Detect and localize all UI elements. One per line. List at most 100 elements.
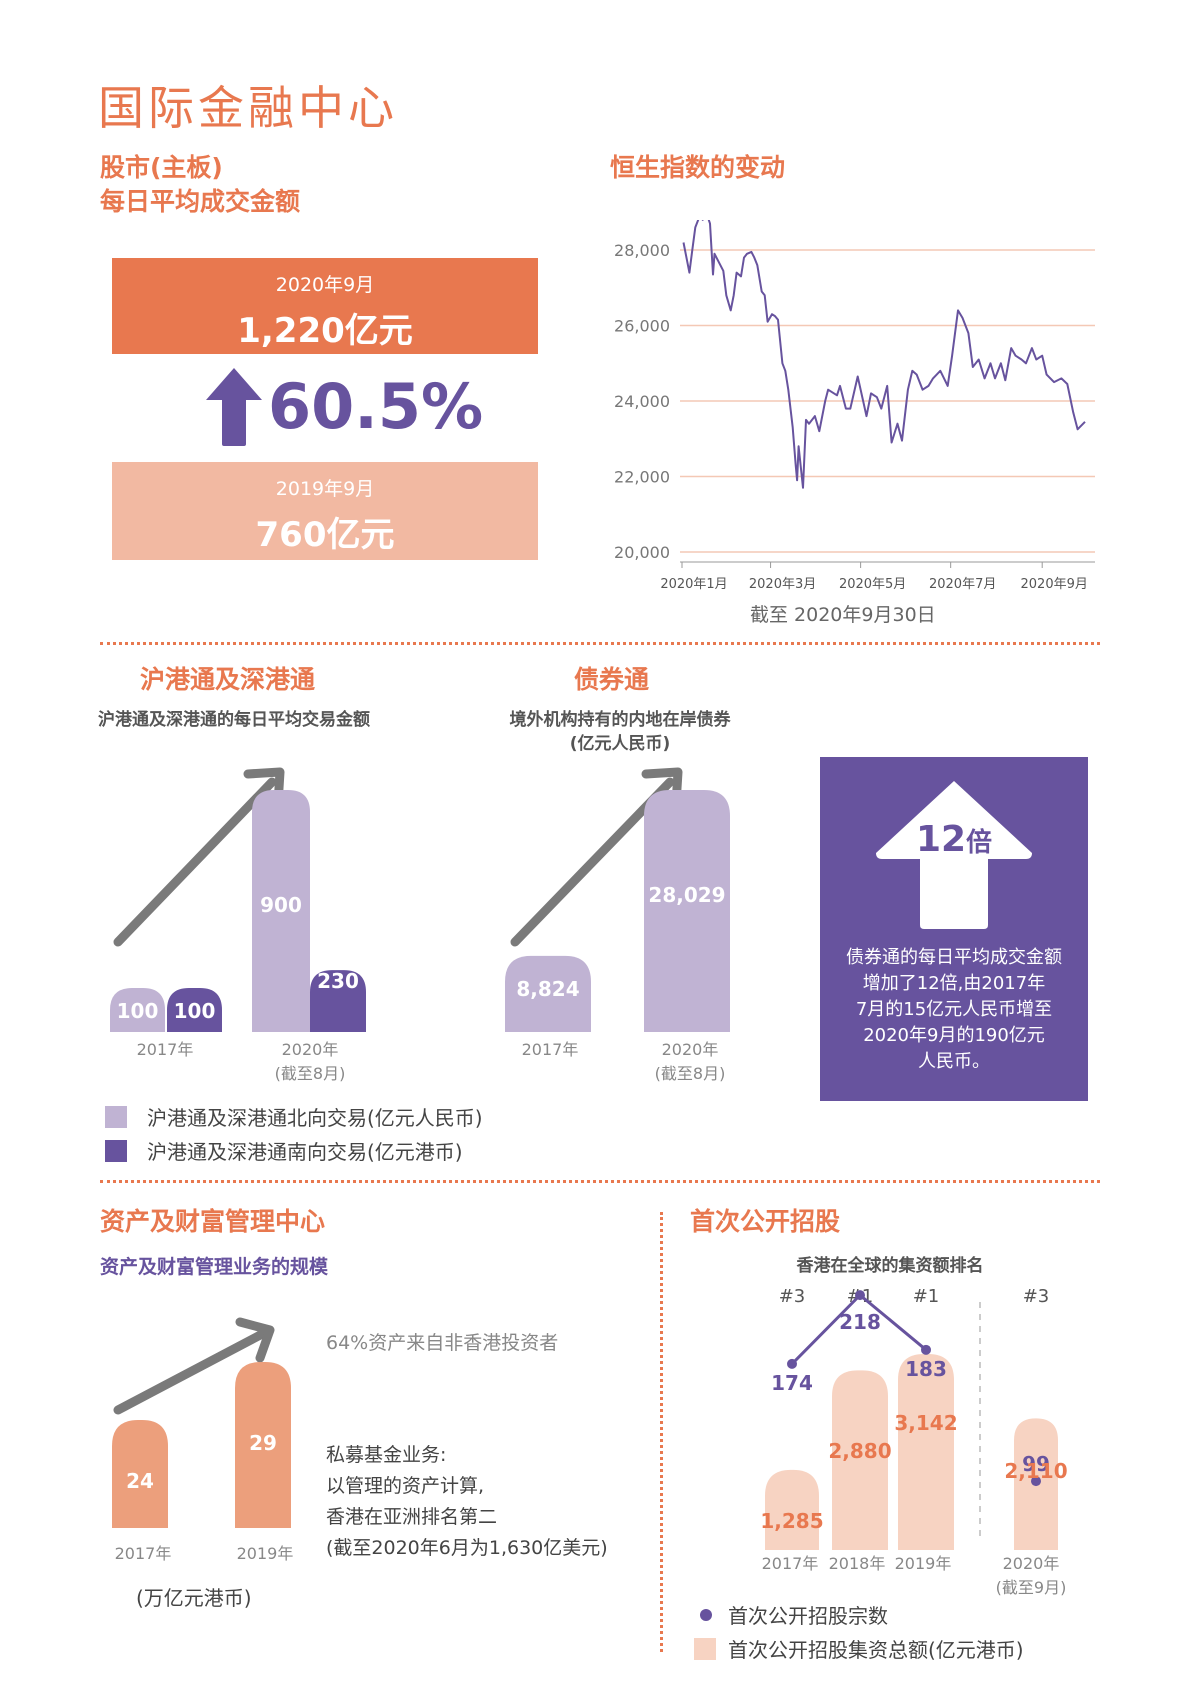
ipo-year-2019: 2019年 (894, 1554, 952, 1573)
section-divider-vertical (660, 1212, 663, 1652)
ipo-funds-label: 3,142 (894, 1411, 957, 1435)
connect-year-2020: 2020年 (281, 1040, 339, 1059)
wealth-note-top: 64%资产来自非香港投资者 (326, 1332, 559, 1354)
connect-year-2017: 2017年 (136, 1040, 194, 1059)
bond-multiple-box: 12倍 债券通的每日平均成交金额 增加了12倍,由2017年 7月的15亿元人民… (820, 757, 1088, 1101)
ipo-count-label: 183 (905, 1357, 947, 1381)
bond-desc-line: 人民币。 (918, 1051, 990, 1072)
hsi-xtick-label: 2020年7月 (929, 577, 996, 592)
bond-desc-line: 7月的15亿元人民币增至 (855, 999, 1053, 1020)
wealth-year-2019: 2019年 (236, 1544, 294, 1563)
connect-year-note: (截至8月) (274, 1064, 346, 1083)
stock-title-line1: 股市(主板) (100, 153, 223, 182)
hsi-ytick-label: 28,000 (614, 241, 670, 260)
hsi-date-note: 截至 2020年9月30日 (750, 604, 936, 626)
bond-multiple: 12倍 (820, 819, 1088, 860)
wealth-bar-value: 24 (126, 1469, 154, 1493)
ipo-funds-label: 2,110 (1004, 1459, 1067, 1483)
stock-previous-box: 2019年9月 760亿元 (112, 462, 538, 560)
legend-south: 沪港通及深港通南向交易(亿元港币) (105, 1136, 463, 1165)
hsi-xtick-label: 2020年9月 (1021, 577, 1088, 592)
ipo-title: 首次公开招股 (690, 1207, 841, 1236)
ipo-year-note: (截至9月) (995, 1578, 1067, 1597)
ipo-funds-bar (832, 1370, 888, 1550)
wealth-bar-value: 29 (249, 1431, 277, 1455)
stock-previous-date: 2019年9月 (275, 478, 375, 500)
south-bar-value: 230 (317, 969, 359, 993)
ipo-legend-funds: 首次公开招股集资总额(亿元港币) (694, 1634, 1024, 1663)
legend-south-swatch (105, 1139, 127, 1162)
wealth-unit: (万亿元港币) (136, 1586, 252, 1610)
bond-bar (505, 955, 591, 1032)
ipo-count-label: 99 (1022, 1452, 1050, 1476)
ipo-rank-label: #1 (913, 1286, 940, 1307)
hsi-xtick-label: 2020年1月 (660, 577, 727, 592)
bond-bar-value: 28,029 (648, 883, 725, 907)
wealth-private-equity-note: 私募基金业务: 以管理的资产计算, 香港在亚洲排名第二 (截至2020年6月为1… (326, 1440, 608, 1564)
wealth-bar (112, 1420, 168, 1528)
bond-bar-chart: 8,824 28,029 (505, 790, 730, 1032)
wealth-growth-arrow-icon (113, 1317, 275, 1415)
legend-north: 沪港通及深港通北向交易(亿元人民币) (105, 1102, 483, 1131)
connect-subtitle: 沪港通及深港通的每日平均交易金额 (98, 710, 370, 730)
south-bar-value: 100 (174, 999, 216, 1023)
ipo-rank-label: #3 (779, 1286, 806, 1307)
connect-bar-chart: 100 900 100 230 (110, 790, 366, 1032)
south-bar (167, 988, 222, 1032)
bond-desc-line: 2020年9月的190亿元 (863, 1025, 1045, 1046)
bond-desc-line: 增加了12倍,由2017年 (862, 973, 1046, 994)
stock-change-percent: 60.5% (268, 370, 484, 443)
north-bar (110, 988, 165, 1032)
bond-multiple-num: 12 (915, 819, 967, 860)
ipo-count-point (921, 1344, 931, 1355)
hsi-ytick-label: 26,000 (614, 317, 670, 336)
bond-bar-value: 8,824 (516, 977, 579, 1001)
ipo-funds-bar (898, 1354, 954, 1550)
bond-subtitle-line1: 境外机构持有的内地在岸债券 (509, 710, 731, 730)
stock-current-value: 1,220亿元 (237, 311, 413, 351)
pe-line: 以管理的资产计算, (326, 1475, 485, 1497)
hsi-series-line (682, 220, 1086, 489)
hsi-ytick-label: 22,000 (614, 468, 670, 487)
pe-line: 私募基金业务: (326, 1444, 447, 1466)
stock-current-box: 2020年9月 1,220亿元 (112, 258, 538, 354)
wealth-title: 资产及财富管理中心 (100, 1207, 326, 1236)
wealth-subtitle: 资产及财富管理业务的规模 (100, 1256, 329, 1278)
wealth-year-2017: 2017年 (114, 1544, 172, 1563)
north-bar-value: 100 (117, 999, 159, 1023)
section-divider (100, 1180, 1100, 1183)
wealth-bar (235, 1362, 291, 1528)
north-bar-value: 900 (260, 893, 302, 917)
up-arrow-icon (206, 368, 262, 446)
ipo-count-label: 174 (771, 1371, 813, 1395)
north-bar (252, 790, 310, 1032)
bond-desc-line: 债券通的每日平均成交金额 (846, 947, 1062, 968)
ipo-year-2017: 2017年 (761, 1554, 819, 1573)
hsi-ytick-label: 20,000 (614, 543, 670, 562)
ipo-count-point (855, 1290, 865, 1301)
pe-line: 香港在亚洲排名第二 (326, 1506, 498, 1528)
wealth-bar-chart: 24 29 (112, 1362, 291, 1528)
hsi-title: 恒生指数的变动 (610, 153, 786, 182)
hsi-xtick-label: 2020年3月 (749, 577, 816, 592)
ipo-count-point (787, 1358, 797, 1369)
legend-south-label: 沪港通及深港通南向交易(亿元港币) (147, 1140, 463, 1164)
bond-title: 债券通 (574, 665, 650, 694)
ipo-legend-funds-swatch (694, 1637, 716, 1660)
section-divider (100, 642, 1100, 645)
ipo-year-2018: 2018年 (828, 1554, 886, 1573)
bond-subtitle-line2: (亿元人民币) (569, 734, 671, 754)
ipo-legend-count: 首次公开招股宗数 (694, 1600, 888, 1629)
pe-line: (截至2020年6月为1,630亿美元) (326, 1537, 608, 1559)
white-up-arrow-icon (876, 781, 1032, 929)
page-title: 国际金融中心 (98, 81, 398, 135)
south-bar (310, 970, 366, 1032)
ipo-legend-count-label: 首次公开招股宗数 (728, 1604, 888, 1628)
bond-year-2017: 2017年 (521, 1040, 579, 1059)
hsi-ytick-label: 24,000 (614, 392, 670, 411)
bond-year-2020: 2020年 (661, 1040, 719, 1059)
hsi-line-chart: 20,000 22,000 24,000 26,000 28,000 2020年1月 202… (614, 220, 1095, 592)
stock-previous-value: 760亿元 (255, 515, 395, 555)
ipo-count-label: 218 (839, 1310, 881, 1334)
ipo-count-point (1031, 1476, 1041, 1487)
